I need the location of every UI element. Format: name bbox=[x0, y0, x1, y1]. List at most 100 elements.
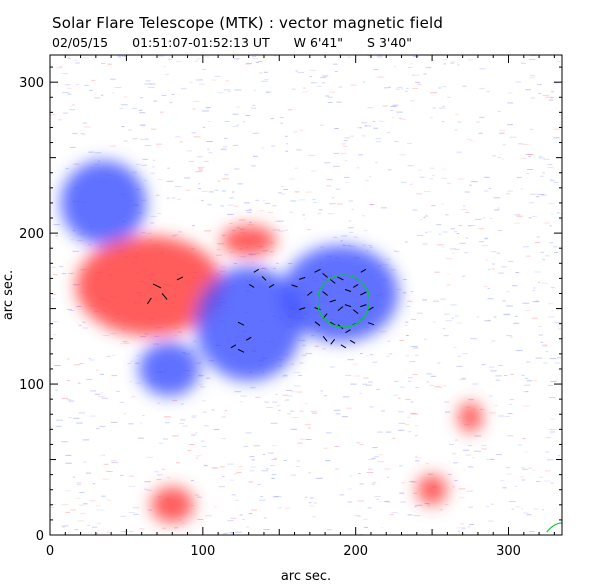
noise-speckle bbox=[99, 425, 106, 427]
noise-speckle bbox=[106, 531, 109, 533]
noise-speckle bbox=[541, 509, 545, 511]
noise-speckle bbox=[76, 306, 82, 307]
noise-speckle bbox=[271, 459, 277, 461]
noise-speckle bbox=[332, 63, 338, 65]
noise-speckle bbox=[529, 128, 533, 130]
noise-speckle bbox=[150, 215, 157, 217]
noise-speckle bbox=[468, 445, 473, 447]
noise-speckle bbox=[165, 422, 170, 424]
noise-speckle bbox=[76, 422, 83, 424]
noise-speckle bbox=[53, 274, 58, 276]
noise-speckle bbox=[274, 220, 280, 222]
noise-speckle bbox=[309, 69, 316, 71]
noise-speckle bbox=[538, 156, 543, 158]
noise-speckle bbox=[211, 409, 215, 411]
noise-speckle bbox=[128, 512, 136, 513]
noise-speckle bbox=[521, 508, 524, 510]
noise-speckle bbox=[196, 58, 200, 60]
noise-speckle bbox=[257, 61, 263, 63]
noise-speckle bbox=[192, 100, 200, 102]
noise-speckle bbox=[242, 519, 245, 520]
noise-speckle bbox=[494, 209, 500, 211]
noise-speckle bbox=[439, 107, 446, 109]
noise-speckle bbox=[250, 107, 257, 109]
noise-speckle bbox=[348, 220, 352, 222]
noise-speckle bbox=[447, 182, 451, 184]
noise-speckle bbox=[103, 463, 109, 465]
noise-speckle bbox=[492, 155, 496, 157]
noise-speckle bbox=[416, 193, 423, 195]
noise-speckle bbox=[66, 87, 72, 89]
noise-speckle bbox=[347, 359, 355, 361]
noise-speckle bbox=[552, 246, 558, 248]
noise-speckle bbox=[344, 176, 350, 178]
noise-speckle bbox=[485, 506, 490, 507]
noise-speckle bbox=[219, 270, 226, 272]
noise-speckle bbox=[410, 291, 414, 293]
noise-speckle bbox=[192, 415, 197, 417]
noise-speckle bbox=[544, 222, 550, 224]
noise-speckle bbox=[95, 393, 101, 395]
noise-speckle bbox=[141, 125, 146, 127]
noise-speckle bbox=[198, 183, 201, 185]
noise-speckle bbox=[166, 180, 174, 182]
noise-speckle bbox=[274, 457, 278, 459]
noise-speckle bbox=[417, 83, 422, 85]
noise-speckle bbox=[249, 456, 255, 458]
noise-speckle bbox=[106, 355, 111, 357]
noise-speckle bbox=[272, 229, 280, 231]
noise-speckle bbox=[226, 532, 234, 534]
noise-speckle bbox=[135, 382, 142, 384]
noise-speckle bbox=[515, 506, 521, 508]
noise-speckle bbox=[385, 431, 392, 433]
noise-speckle bbox=[274, 495, 282, 497]
noise-speckle bbox=[222, 190, 226, 192]
noise-speckle bbox=[224, 137, 228, 139]
observation-position-s: S 3'40" bbox=[367, 35, 412, 50]
noise-speckle bbox=[61, 504, 69, 506]
noise-speckle bbox=[298, 199, 306, 201]
noise-speckle bbox=[201, 400, 207, 402]
noise-speckle bbox=[304, 496, 308, 498]
field-vector bbox=[237, 348, 245, 353]
noise-speckle bbox=[68, 273, 73, 275]
noise-speckle bbox=[119, 401, 124, 403]
noise-speckle bbox=[128, 423, 134, 425]
noise-speckle bbox=[381, 410, 385, 412]
noise-speckle bbox=[540, 341, 544, 343]
noise-speckle bbox=[334, 468, 340, 470]
noise-speckle bbox=[305, 439, 312, 440]
noise-speckle bbox=[52, 266, 56, 268]
noise-speckle bbox=[529, 75, 536, 77]
noise-speckle bbox=[509, 501, 516, 502]
noise-speckle bbox=[172, 435, 179, 437]
noise-speckle bbox=[376, 498, 379, 500]
noise-speckle bbox=[405, 398, 411, 400]
noise-speckle bbox=[365, 180, 369, 181]
noise-speckle bbox=[514, 315, 518, 317]
noise-speckle bbox=[135, 163, 141, 165]
noise-speckle bbox=[304, 424, 311, 426]
noise-speckle bbox=[208, 191, 214, 193]
noise-speckle bbox=[107, 63, 113, 65]
noise-speckle bbox=[222, 533, 228, 534]
noise-speckle bbox=[195, 432, 198, 434]
noise-speckle bbox=[438, 87, 442, 89]
noise-speckle bbox=[502, 144, 506, 146]
noise-speckle bbox=[499, 130, 506, 131]
noise-speckle bbox=[206, 107, 210, 109]
noise-speckle bbox=[177, 331, 182, 333]
noise-speckle bbox=[325, 95, 329, 97]
noise-speckle bbox=[455, 113, 459, 115]
noise-speckle bbox=[65, 454, 72, 456]
noise-speckle bbox=[439, 509, 443, 511]
field-vector bbox=[314, 307, 321, 311]
noise-speckle bbox=[383, 87, 389, 89]
noise-speckle bbox=[198, 79, 203, 81]
noise-speckle bbox=[89, 415, 96, 417]
noise-speckle bbox=[66, 490, 71, 492]
noise-speckle bbox=[430, 167, 435, 169]
noise-speckle bbox=[366, 472, 374, 474]
field-vector bbox=[330, 338, 336, 345]
noise-speckle bbox=[548, 303, 554, 305]
